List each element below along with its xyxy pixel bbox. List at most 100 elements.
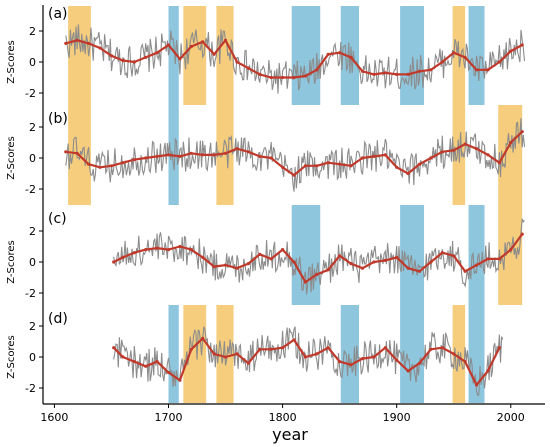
smoothed-point-panel-2 [452, 148, 456, 152]
smoothed-point-panel-2 [486, 153, 490, 157]
x-tick-label: 1900 [383, 411, 411, 424]
smoothed-point-panel-3 [372, 260, 376, 264]
panel-label-3: (c) [48, 211, 67, 227]
band-orange-1612-panel-1 [68, 6, 91, 105]
smoothed-point-panel-4 [349, 363, 353, 367]
y-tick-label-panel-2: 0 [29, 152, 36, 165]
smoothed-point-panel-3 [132, 251, 136, 255]
smoothed-point-panel-3 [223, 263, 228, 267]
smoothed-point-panel-3 [474, 263, 479, 267]
smoothed-point-panel-2 [64, 150, 68, 154]
smoothed-point-panel-4 [474, 383, 479, 387]
smoothed-point-panel-4 [269, 347, 273, 351]
smoothed-point-panel-1 [269, 75, 273, 80]
smoothed-point-panel-4 [497, 346, 501, 350]
smoothed-point-panel-4 [486, 369, 490, 373]
smoothed-point-panel-1 [452, 51, 456, 55]
smoothed-point-panel-1 [417, 69, 422, 73]
smoothed-point-panel-1 [212, 52, 216, 56]
smoothed-point-panel-3 [497, 257, 501, 261]
smoothed-point-panel-4 [223, 355, 228, 359]
smoothed-point-panel-4 [452, 352, 456, 356]
smoothed-point-panel-2 [463, 142, 467, 146]
smoothed-point-panel-4 [372, 355, 376, 359]
smoothed-point-panel-2 [178, 154, 182, 158]
smoothed-point-panel-3 [269, 257, 273, 261]
smoothed-point-panel-1 [395, 72, 399, 76]
smoothed-point-panel-3 [189, 248, 193, 252]
smoothed-point-panel-2 [349, 164, 353, 168]
smoothed-point-panel-2 [87, 162, 91, 166]
smoothed-point-panel-3 [155, 246, 159, 250]
smoothed-point-panel-2 [281, 165, 285, 169]
band-blue-1851-panel-4 [340, 305, 360, 403]
panel-label-1: (a) [48, 6, 68, 22]
smoothed-point-panel-2 [292, 173, 296, 177]
smoothed-point-panel-4 [463, 360, 467, 364]
smoothed-point-panel-3 [178, 244, 182, 249]
smoothed-point-panel-3 [121, 255, 125, 259]
smoothed-point-panel-3 [258, 252, 262, 256]
smoothed-point-panel-2 [417, 162, 422, 166]
smoothed-series-layer [64, 38, 524, 387]
smoothed-point-panel-2 [520, 130, 524, 134]
smoothed-point-panel-3 [360, 266, 365, 270]
smoothed-point-panel-1 [338, 51, 342, 55]
smoothed-point-panel-4 [326, 346, 330, 350]
smoothed-point-panel-1 [98, 46, 102, 50]
smoothed-point-panel-2 [144, 156, 148, 160]
smoothed-point-panel-1 [429, 68, 433, 72]
y-axis-label-panel-3: Z-Scores [6, 240, 17, 284]
y-axis-label-panel-4: Z-Scores [6, 335, 17, 379]
x-tick-label: 2000 [497, 411, 525, 424]
smoothed-point-panel-1 [155, 51, 159, 55]
smoothed-point-panel-4 [121, 355, 125, 359]
band-blue-1903-panel-3 [400, 205, 425, 305]
smoothed-point-panel-4 [212, 352, 216, 356]
smoothed-point-panel-3 [212, 265, 216, 269]
smoothed-point-panel-2 [121, 161, 125, 165]
smoothed-point-panel-1 [383, 71, 387, 75]
smoothed-point-panel-4 [360, 357, 365, 361]
smoothed-point-panel-2 [383, 153, 387, 157]
band-orange-1713-panel-1 [183, 6, 207, 105]
band-orange-1713-panel-4 [183, 305, 207, 403]
smoothed-point-panel-4 [383, 346, 387, 350]
smoothed-point-panel-2 [201, 153, 205, 157]
y-axis-label-panel-2: Z-Scores [6, 136, 17, 180]
smoothed-point-panel-2 [360, 156, 365, 160]
smoothed-point-panel-3 [452, 254, 456, 258]
smoothed-point-panel-1 [121, 58, 125, 63]
smoothed-point-panel-3 [166, 248, 171, 252]
smoothed-point-panel-2 [155, 154, 159, 158]
smoothed-point-panel-2 [166, 153, 171, 157]
smoothed-point-panel-1 [497, 60, 501, 64]
smoothed-point-panel-2 [303, 164, 307, 168]
smoothed-point-panel-4 [395, 358, 399, 362]
x-tick-label: 1700 [155, 411, 183, 424]
smoothed-point-panel-4 [303, 355, 307, 359]
y-tick-label-panel-2: 2 [29, 121, 36, 134]
x-axis-label: year [272, 425, 308, 444]
smoothed-point-panel-3 [509, 248, 513, 252]
smoothed-point-panel-4 [406, 369, 410, 373]
smoothed-point-panel-2 [497, 161, 501, 165]
smoothed-point-panel-1 [520, 43, 524, 47]
raw-series-panel-2 [65, 118, 526, 192]
smoothed-point-panel-3 [326, 268, 330, 272]
smoothed-point-panel-4 [258, 347, 262, 351]
smoothed-point-panel-4 [235, 352, 239, 356]
smoothed-point-panel-4 [429, 347, 433, 351]
smoothed-point-panel-1 [87, 41, 91, 46]
y-tick-label-panel-3: -2 [25, 287, 36, 300]
smoothed-point-panel-2 [509, 140, 513, 145]
smoothed-point-panel-3 [395, 255, 399, 259]
smoothed-point-panel-4 [132, 360, 136, 364]
smoothed-point-panel-1 [189, 44, 193, 49]
smoothed-point-panel-3 [201, 255, 205, 259]
smoothed-point-panel-1 [486, 68, 490, 72]
smoothed-point-panel-1 [315, 68, 319, 72]
smoothed-point-panel-2 [235, 147, 239, 151]
smoothed-point-panel-4 [112, 346, 116, 350]
raw-series-panel-1 [65, 24, 526, 94]
